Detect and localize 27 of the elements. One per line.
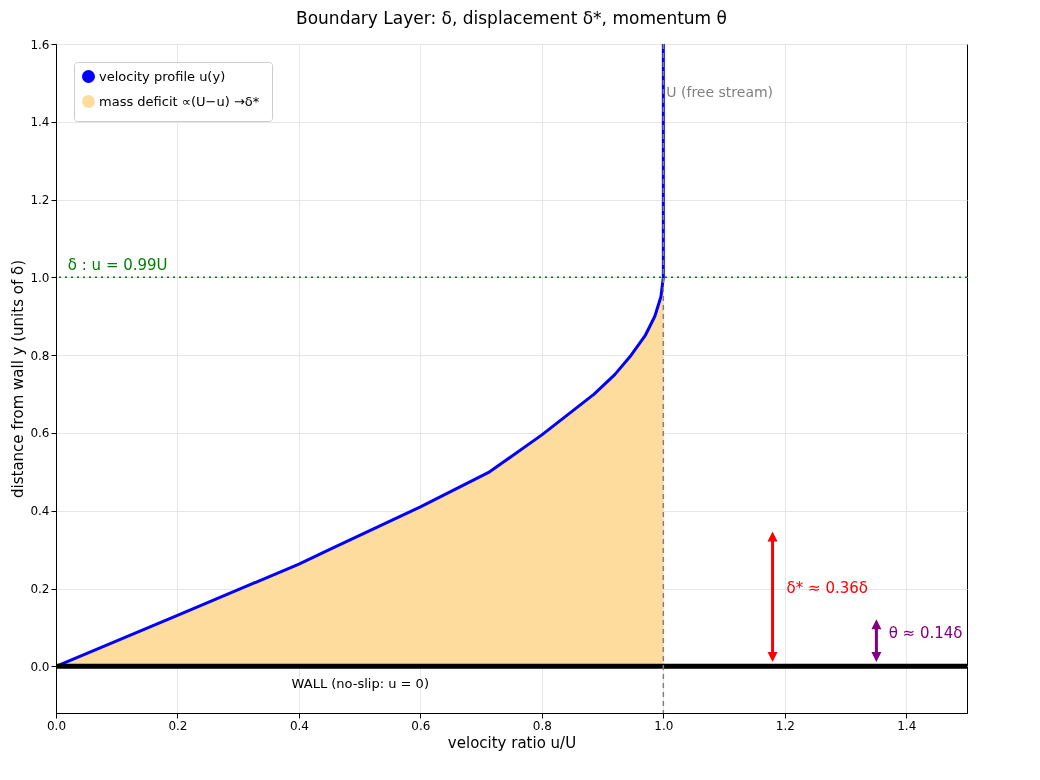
y-tick-label: 0.2 bbox=[30, 582, 50, 597]
annotation: δ* ≈ 0.36δ bbox=[786, 578, 868, 597]
y-tick-label: 1.4 bbox=[30, 115, 50, 130]
x-tick-label: 0.2 bbox=[168, 718, 188, 733]
y-axis-title: distance from wall y (units of δ) bbox=[9, 260, 28, 498]
legend-label: velocity profile u(y) bbox=[99, 68, 226, 84]
annotation: θ ≈ 0.14δ bbox=[888, 623, 963, 642]
legend-label: mass deficit ∝(U−u) →δ* bbox=[99, 93, 260, 109]
x-tick-label: 1.4 bbox=[897, 718, 917, 733]
x-axis-title: velocity ratio u/U bbox=[447, 733, 577, 752]
x-tick-label: 0.6 bbox=[411, 718, 431, 733]
y-tick-label: 1.0 bbox=[30, 270, 50, 285]
x-tick-label: 0.4 bbox=[289, 718, 309, 733]
chart-title: Boundary Layer: δ, displacement δ*, momentum θ bbox=[296, 8, 727, 28]
y-tick-label: 0.6 bbox=[30, 426, 50, 441]
x-tick-label: 0.8 bbox=[532, 718, 552, 733]
y-tick-label: 0.4 bbox=[30, 504, 50, 519]
y-tick-label: 0.0 bbox=[30, 659, 50, 674]
y-tick-label: 1.6 bbox=[30, 37, 50, 52]
y-tick-label: 1.2 bbox=[30, 193, 50, 208]
annotation: δ : u = 0.99U bbox=[67, 255, 168, 274]
x-tick-label: 1.2 bbox=[775, 718, 795, 733]
y-tick-label: 0.8 bbox=[30, 348, 50, 363]
annotation: WALL (no-slip: u = 0) bbox=[291, 675, 429, 691]
ref-line-label: U (free stream) bbox=[666, 84, 774, 100]
x-tick-label: 1.0 bbox=[654, 718, 674, 733]
x-tick-label: 0.0 bbox=[46, 718, 67, 733]
